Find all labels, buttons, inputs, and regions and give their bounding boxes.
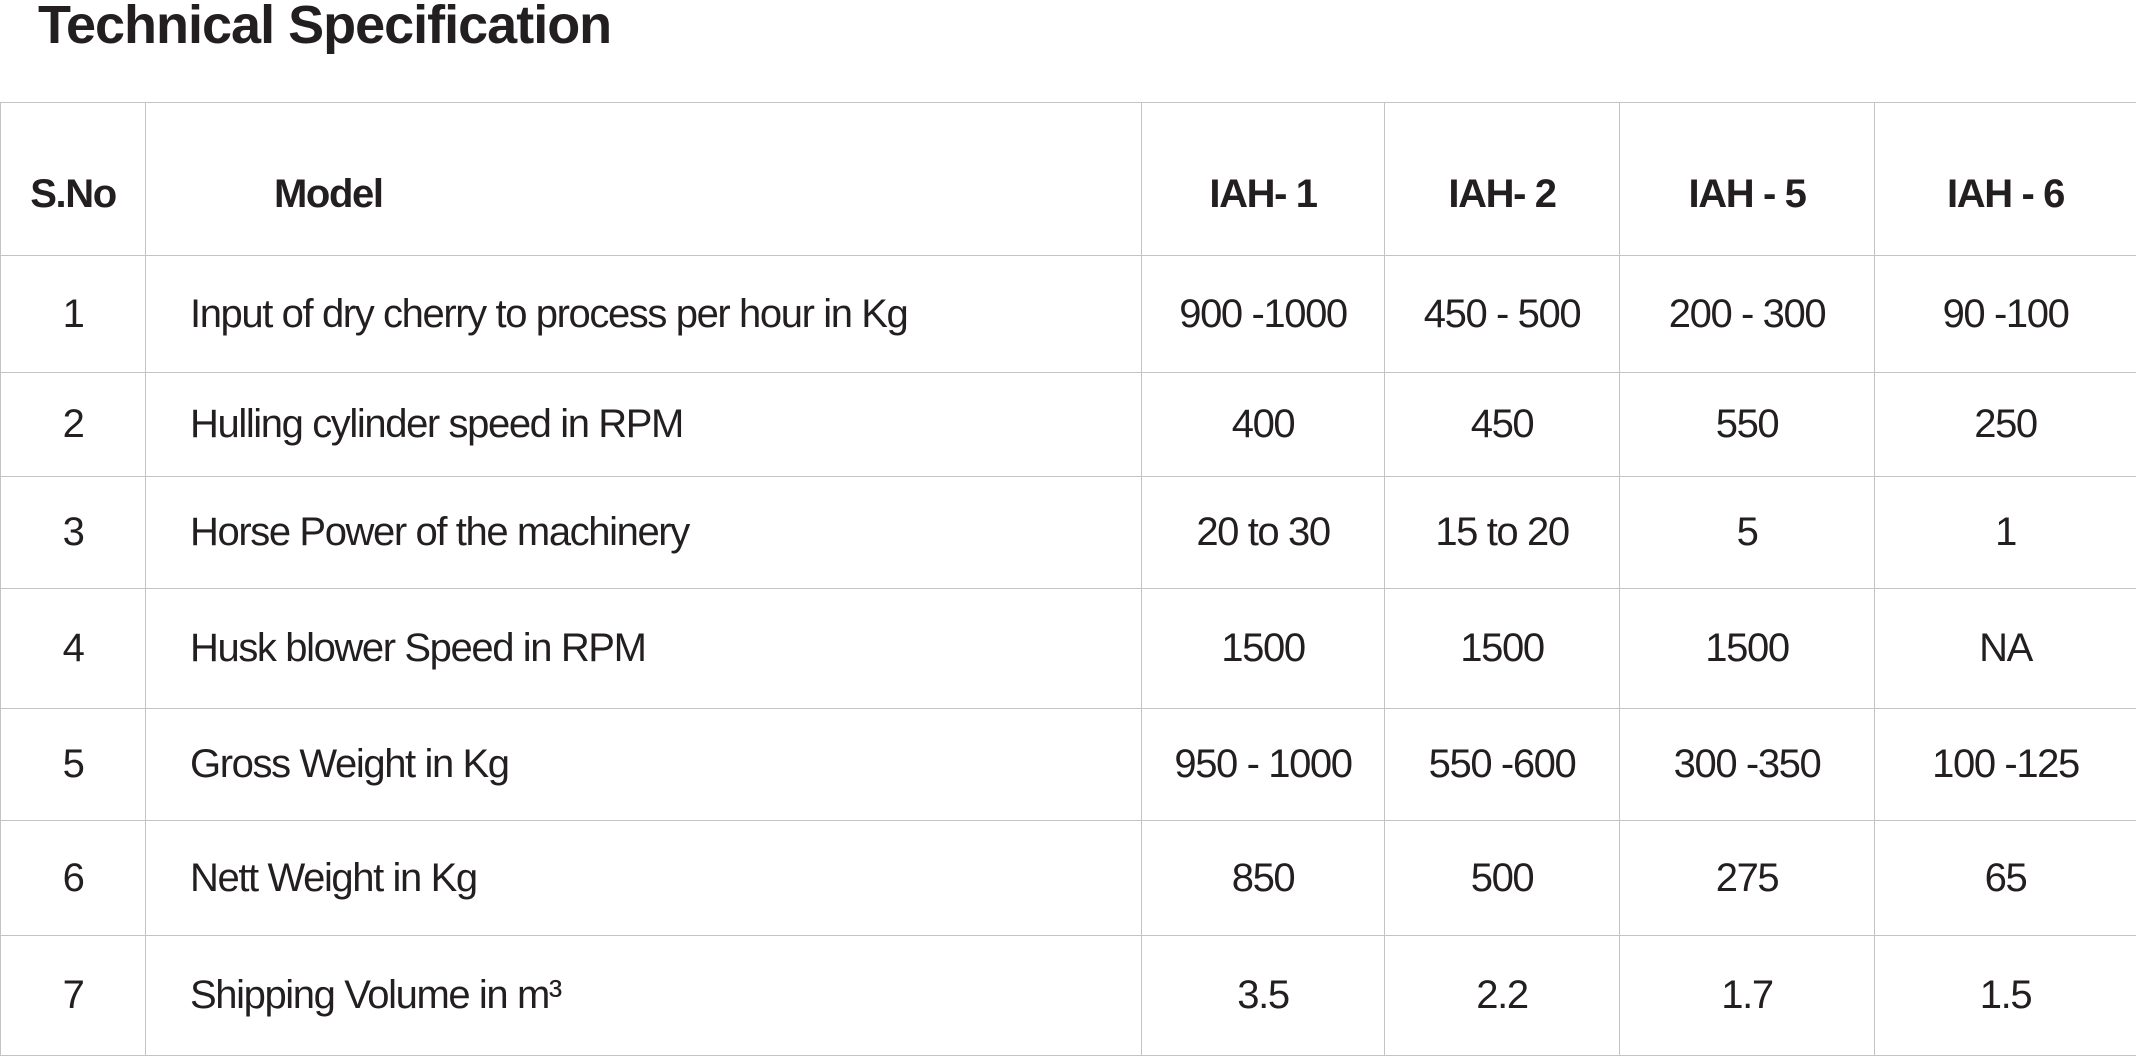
cell-iah-5: 300 -350	[1620, 709, 1875, 821]
spec-table: S.No Model IAH- 1 IAH- 2 IAH - 5 IAH - 6…	[0, 102, 2136, 1056]
cell-sno: 1	[1, 256, 146, 373]
cell-iah-2: 2.2	[1385, 936, 1620, 1056]
cell-iah-1: 1500	[1142, 589, 1385, 709]
cell-iah-5: 5	[1620, 477, 1875, 589]
cell-iah-6: NA	[1875, 589, 2136, 709]
cell-iah-1: 850	[1142, 821, 1385, 936]
page-title: Technical Specification	[38, 0, 611, 56]
cell-iah-2: 1500	[1385, 589, 1620, 709]
cell-spec: Nett Weight in Kg	[146, 821, 1142, 936]
header-model: Model	[146, 103, 1142, 256]
cell-spec: Gross Weight in Kg	[146, 709, 1142, 821]
header-iah-5: IAH - 5	[1620, 103, 1875, 256]
cell-iah-6: 1	[1875, 477, 2136, 589]
cell-iah-6: 1.5	[1875, 936, 2136, 1056]
cell-sno: 4	[1, 589, 146, 709]
cell-spec: Horse Power of the machinery	[146, 477, 1142, 589]
cell-sno: 3	[1, 477, 146, 589]
cell-iah-2: 450	[1385, 373, 1620, 477]
cell-iah-6: 100 -125	[1875, 709, 2136, 821]
cell-iah-2: 550 -600	[1385, 709, 1620, 821]
cell-iah-5: 550	[1620, 373, 1875, 477]
cell-spec: Input of dry cherry to process per hour …	[146, 256, 1142, 373]
cell-iah-5: 200 - 300	[1620, 256, 1875, 373]
cell-spec: Husk blower Speed in RPM	[146, 589, 1142, 709]
cell-iah-1: 3.5	[1142, 936, 1385, 1056]
header-row: S.No Model IAH- 1 IAH- 2 IAH - 5 IAH - 6	[1, 103, 2136, 256]
cell-sno: 2	[1, 373, 146, 477]
cell-iah-6: 250	[1875, 373, 2136, 477]
cell-iah-2: 450 - 500	[1385, 256, 1620, 373]
cell-iah-5: 1500	[1620, 589, 1875, 709]
cell-iah-1: 20 to 30	[1142, 477, 1385, 589]
cell-iah-5: 275	[1620, 821, 1875, 936]
header-iah-6: IAH - 6	[1875, 103, 2136, 256]
cell-sno: 5	[1, 709, 146, 821]
cell-iah-2: 500	[1385, 821, 1620, 936]
cell-sno: 6	[1, 821, 146, 936]
header-iah-1: IAH- 1	[1142, 103, 1385, 256]
cell-iah-1: 950 - 1000	[1142, 709, 1385, 821]
cell-sno: 7	[1, 936, 146, 1056]
cell-iah-2: 15 to 20	[1385, 477, 1620, 589]
cell-iah-1: 900 -1000	[1142, 256, 1385, 373]
cell-iah-1: 400	[1142, 373, 1385, 477]
cell-iah-5: 1.7	[1620, 936, 1875, 1056]
cell-iah-6: 65	[1875, 821, 2136, 936]
header-iah-2: IAH- 2	[1385, 103, 1620, 256]
cell-spec: Shipping Volume in m³	[146, 936, 1142, 1056]
cell-iah-6: 90 -100	[1875, 256, 2136, 373]
cell-spec: Hulling cylinder speed in RPM	[146, 373, 1142, 477]
header-sno: S.No	[1, 103, 146, 256]
